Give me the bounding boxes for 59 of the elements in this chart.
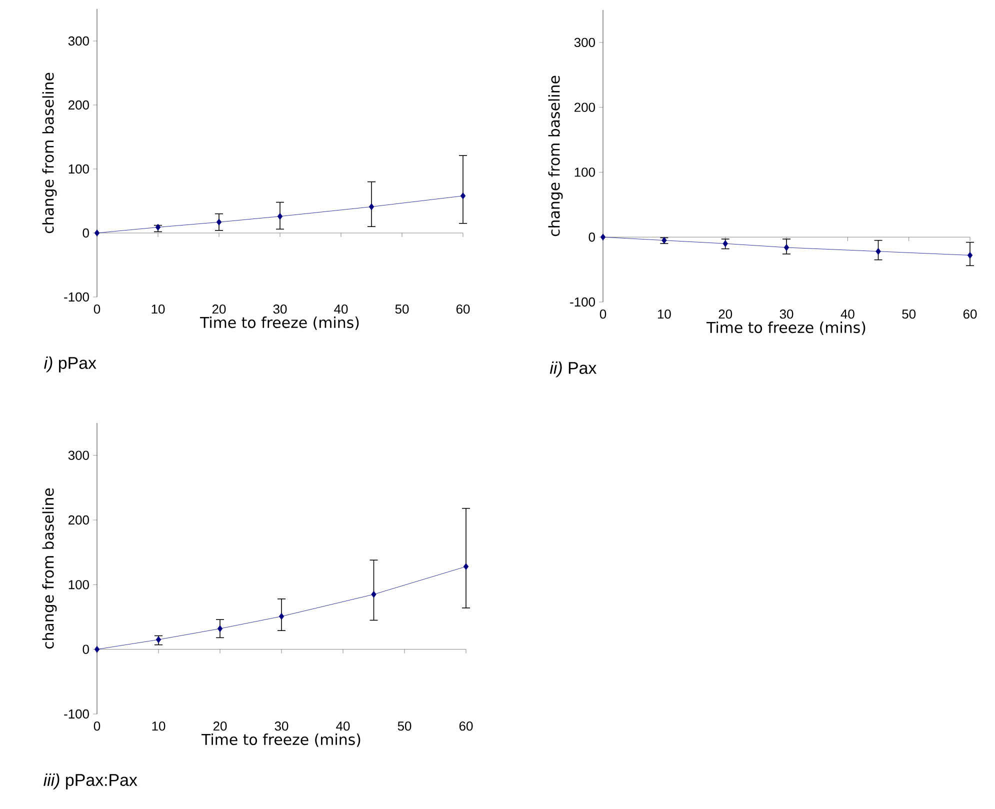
x-tick-label: 30 — [273, 304, 287, 314]
y-tick-label: -100 — [570, 297, 595, 307]
y-axis-title: change from baseline — [42, 488, 57, 649]
point — [876, 248, 881, 255]
text: ii) Pax — [550, 362, 597, 378]
point — [460, 192, 466, 200]
text: i) pPax — [44, 356, 96, 372]
y-tick-label: 0 — [82, 644, 89, 654]
x-axis-title: Time to freeze (mins) — [706, 322, 866, 335]
y-tick-label: 100 — [574, 168, 595, 177]
point — [217, 625, 223, 632]
point — [784, 244, 790, 251]
x-tick-label: 20 — [718, 310, 732, 319]
y-tick-label: -100 — [64, 292, 89, 302]
point — [156, 636, 162, 644]
x-tick-label: 10 — [658, 310, 671, 319]
point — [277, 212, 283, 220]
x-axis-title: Time to freeze (mins) — [200, 316, 359, 330]
x-tick-label: 40 — [336, 722, 350, 731]
x-tick-label: 20 — [213, 722, 227, 731]
point — [371, 590, 376, 598]
x-tick-label: 0 — [600, 310, 606, 319]
y-tick-label: 200 — [68, 515, 89, 525]
y-tick-label: 0 — [82, 228, 89, 238]
point — [463, 563, 469, 570]
x-tick-label: 30 — [780, 310, 794, 319]
x-tick-label: 50 — [395, 304, 409, 314]
x-tick-label: 40 — [840, 310, 854, 319]
x-tick-label: 0 — [94, 304, 100, 314]
y-tick-label: 100 — [68, 580, 89, 590]
y-tick-label: 300 — [574, 38, 595, 48]
x-tick-label: 0 — [94, 722, 100, 731]
x-tick-label: 60 — [963, 310, 977, 319]
x-axis-title: Time to freeze (mins) — [201, 734, 360, 747]
text: iii) pPax:Pax — [44, 774, 138, 790]
y-tick-label: 0 — [588, 232, 595, 242]
y-tick-label: -100 — [64, 709, 89, 719]
x-tick-label: 50 — [902, 310, 916, 319]
x-tick-label: 40 — [334, 304, 348, 314]
point — [368, 203, 374, 210]
point — [662, 236, 667, 244]
point — [722, 240, 728, 247]
x-tick-label: 20 — [212, 304, 226, 314]
x-tick-label: 30 — [274, 722, 288, 731]
y-tick-label: 200 — [574, 102, 595, 112]
y-tick-label: 200 — [68, 100, 89, 110]
y-axis-title: change from baseline — [42, 72, 57, 234]
y-tick-label: 100 — [68, 164, 89, 174]
point — [216, 218, 222, 226]
x-tick-label: 10 — [152, 722, 166, 731]
x-tick-label: 60 — [459, 722, 473, 731]
y-axis-title: change from baseline — [548, 76, 563, 236]
y-tick-label: 300 — [68, 450, 89, 460]
point — [278, 612, 284, 620]
x-tick-label: 10 — [152, 304, 165, 314]
x-tick-label: 50 — [398, 722, 412, 731]
y-tick-label: 300 — [68, 36, 89, 46]
point — [967, 252, 973, 259]
x-tick-label: 60 — [456, 304, 470, 314]
